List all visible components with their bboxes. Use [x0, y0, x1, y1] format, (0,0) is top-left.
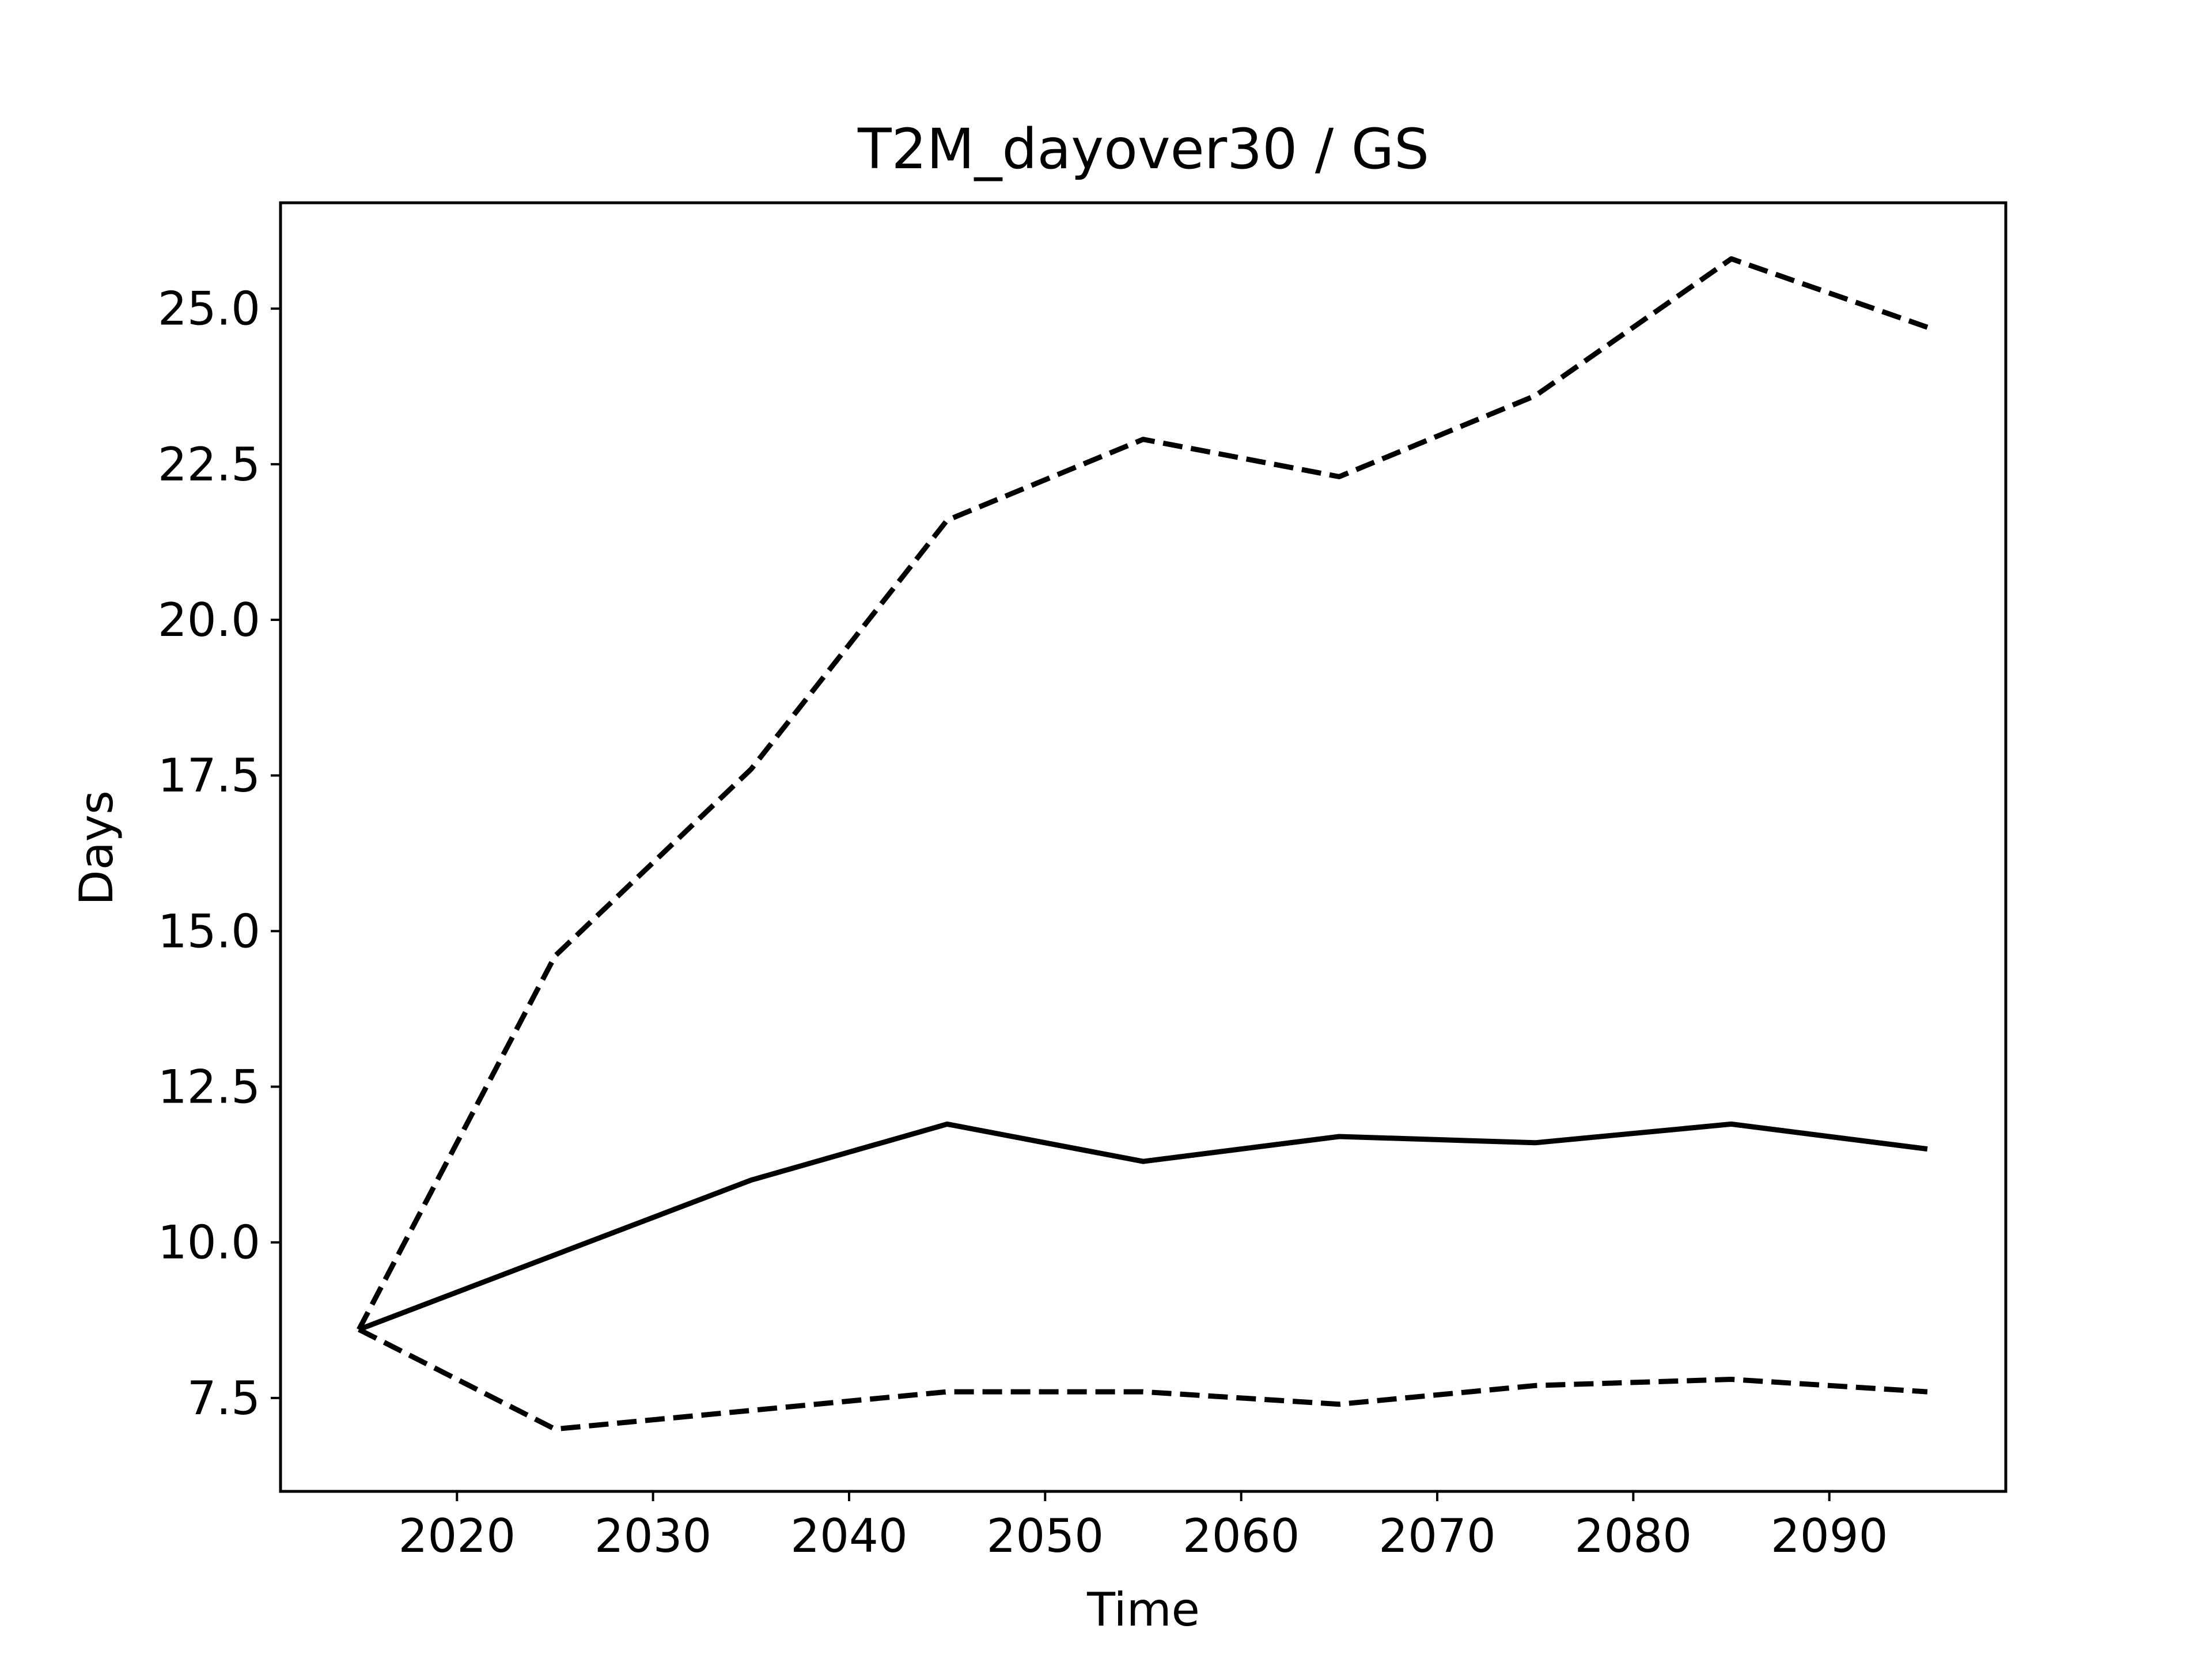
y-axis-label: Days — [70, 790, 123, 906]
x-tick-label: 2030 — [594, 1509, 712, 1563]
series-layer — [357, 256, 1929, 1432]
series-line-2 — [357, 256, 1929, 1331]
chart-title: T2M_dayover30 / GS — [857, 117, 1429, 181]
x-tick-label: 2020 — [399, 1509, 516, 1563]
y-tick-label: 22.5 — [158, 438, 260, 491]
y-tick-label: 17.5 — [158, 749, 260, 802]
y-axis-ticks: 7.5 10.0 12.5 15.0 17.5 20.0 22.5 25.0 — [158, 282, 281, 1425]
series-line-3 — [358, 1327, 1928, 1432]
x-axis-ticks: 2020 2030 2040 2050 2060 2070 2080 2090 — [399, 1491, 1888, 1563]
y-tick-label: 10.0 — [158, 1216, 260, 1270]
plot-frame — [279, 201, 2008, 1493]
x-tick-label: 2070 — [1378, 1509, 1496, 1563]
y-tick-label: 20.0 — [158, 593, 260, 647]
x-tick-label: 2050 — [987, 1509, 1104, 1563]
y-tick-label: 15.0 — [158, 904, 260, 958]
x-tick-label: 2090 — [1771, 1509, 1888, 1563]
y-tick-label: 25.0 — [158, 282, 260, 336]
x-tick-label: 2060 — [1183, 1509, 1300, 1563]
x-tick-label: 2080 — [1575, 1509, 1692, 1563]
series-line-1 — [358, 1121, 1928, 1332]
y-tick-label: 12.5 — [158, 1060, 260, 1114]
x-tick-label: 2040 — [790, 1509, 908, 1563]
y-tick-label: 7.5 — [187, 1372, 260, 1425]
x-axis-label: Time — [1086, 1583, 1200, 1637]
